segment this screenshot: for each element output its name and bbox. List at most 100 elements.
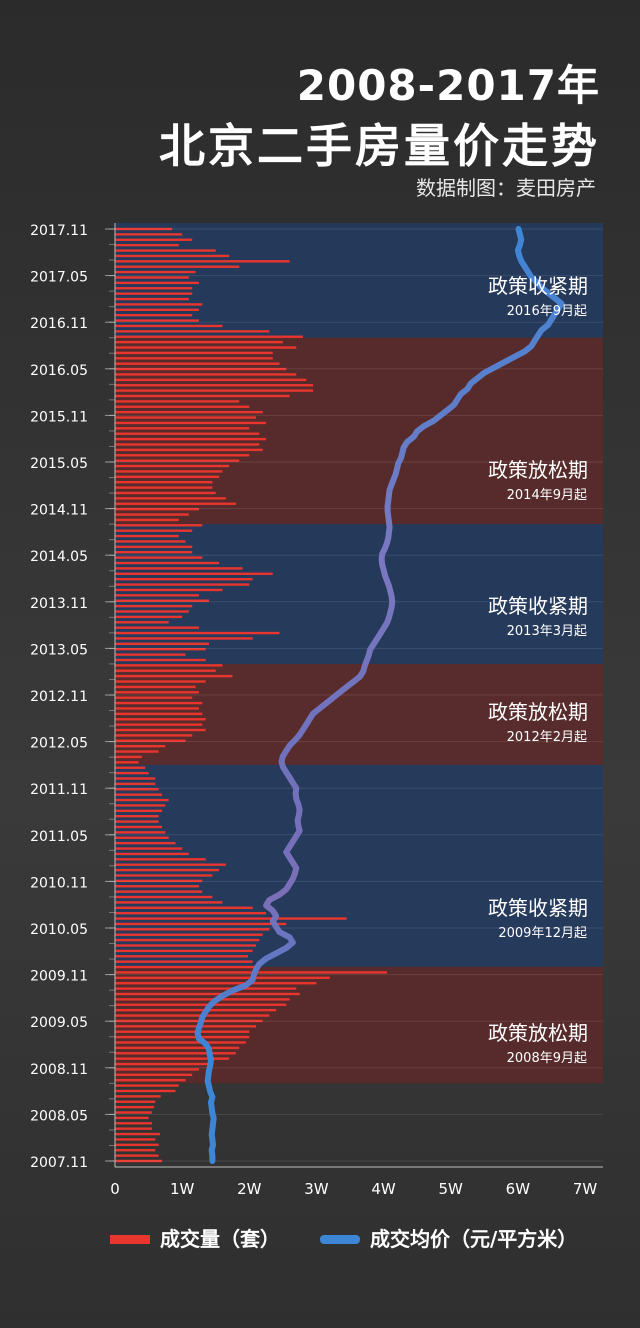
volume-bar [115, 642, 209, 646]
volume-bar [115, 1073, 193, 1077]
volume-bar [115, 976, 330, 980]
volume-bar [115, 1132, 160, 1136]
volume-bar [115, 874, 213, 877]
volume-bar [115, 815, 159, 818]
volume-bar [115, 518, 179, 522]
y-tick-label-8: 2013.11 [30, 596, 88, 612]
y-tick-label-7: 2014.05 [30, 549, 88, 565]
volume-bar [115, 448, 263, 452]
volume-bar [115, 868, 220, 872]
volume-bar [115, 1068, 199, 1071]
volume-bar [115, 481, 213, 484]
volume-bar [115, 287, 193, 290]
volume-bar [115, 965, 260, 969]
volume-bar [115, 534, 179, 538]
volume-bar [115, 1154, 159, 1157]
y-tick-label-4: 2015.11 [30, 409, 88, 425]
y-tick-label-2: 2016.11 [30, 316, 88, 332]
volume-bar [115, 297, 189, 301]
volume-bar [115, 308, 199, 312]
volume-bar [115, 982, 317, 985]
volume-bar [115, 788, 159, 791]
x-tick-label-7: 7W [573, 1180, 598, 1198]
volume-bar [115, 1089, 176, 1093]
volume-bar [115, 243, 179, 247]
volume-bar [115, 475, 220, 479]
volume-bar [115, 1105, 154, 1109]
volume-bar [115, 1008, 277, 1012]
y-tick-label-6: 2014.11 [30, 503, 88, 519]
volume-bar [115, 362, 280, 365]
period-sublabel-2: 2013年3月起 [507, 624, 587, 639]
volume-bar [115, 847, 183, 850]
volume-bar [115, 416, 256, 419]
volume-bar [115, 1003, 287, 1006]
volume-bar [115, 577, 253, 581]
volume-bar [115, 1100, 156, 1103]
volume-bar [115, 1138, 156, 1141]
volume-bar [115, 324, 223, 328]
volume-bar [115, 507, 199, 511]
volume-bar [115, 798, 169, 802]
volume-bar [115, 599, 209, 602]
volume-bar [115, 270, 196, 274]
volume-bar [115, 917, 347, 920]
chart-credit: 数据制图：麦田房产 [416, 176, 596, 200]
y-tick-label-3: 2016.05 [30, 363, 88, 379]
volume-bar [115, 454, 250, 457]
volume-bar [115, 1111, 152, 1114]
period-sublabel-1: 2014年9月起 [507, 488, 587, 503]
volume-bar [115, 944, 256, 947]
volume-bar [115, 1143, 159, 1147]
volume-bar [115, 820, 159, 823]
volume-bar [115, 524, 203, 527]
volume-bar [115, 421, 267, 425]
y-tick-label-1: 2017.05 [30, 270, 88, 286]
y-tick-label-19: 2008.05 [30, 1108, 88, 1124]
volume-bar [115, 653, 186, 656]
volume-bar [115, 238, 193, 241]
volume-bar [115, 960, 253, 963]
y-tick-label-18: 2008.11 [30, 1062, 88, 1078]
volume-bar [115, 502, 236, 505]
volume-bar [115, 707, 199, 710]
volume-bar [115, 674, 233, 678]
volume-price-chart: 2017.11 2017.05 2016.11 2016.05 2015.11 2015.… [30, 223, 603, 1198]
volume-bar [115, 470, 223, 473]
volume-bar [115, 281, 199, 285]
volume-bar [115, 739, 186, 742]
volume-bar [115, 1078, 186, 1082]
y-tick-label-17: 2009.05 [30, 1015, 88, 1031]
volume-bar [115, 858, 206, 861]
volume-bar [115, 680, 206, 683]
volume-bar [115, 933, 263, 936]
period-label-2: 政策收紧期 [488, 594, 588, 618]
volume-bar [115, 631, 280, 635]
legend-price-swatch [320, 1235, 360, 1244]
volume-bar [115, 734, 193, 737]
volume-bar [115, 621, 169, 624]
volume-bar [115, 604, 193, 608]
volume-bar [115, 782, 156, 786]
volume-bar [115, 755, 142, 759]
volume-bar [115, 1084, 179, 1087]
volume-bar [115, 809, 162, 813]
volume-bar [115, 836, 169, 839]
y-tick-label-12: 2011.11 [30, 782, 88, 798]
volume-bar [115, 292, 193, 295]
volume-bar [115, 1052, 236, 1055]
chart-axes: 2017.11 2017.05 2016.11 2016.05 2015.11 2015.… [30, 223, 603, 1198]
volume-bar [115, 626, 199, 629]
volume-bar [115, 610, 189, 613]
volume-bar [115, 771, 149, 775]
x-tick-label-3: 3W [304, 1180, 329, 1198]
volume-bar [115, 852, 189, 856]
volume-bar [115, 497, 226, 500]
legend-volume-label: 成交量（套） [160, 1227, 280, 1251]
chart-legend: 成交量（套） 成交均价（元/平方米） [0, 1223, 640, 1253]
volume-bar [115, 443, 260, 446]
volume-bar [115, 750, 159, 753]
volume-bar [115, 744, 166, 748]
volume-bar [115, 712, 203, 716]
period-label-5: 政策放松期 [488, 1021, 588, 1045]
